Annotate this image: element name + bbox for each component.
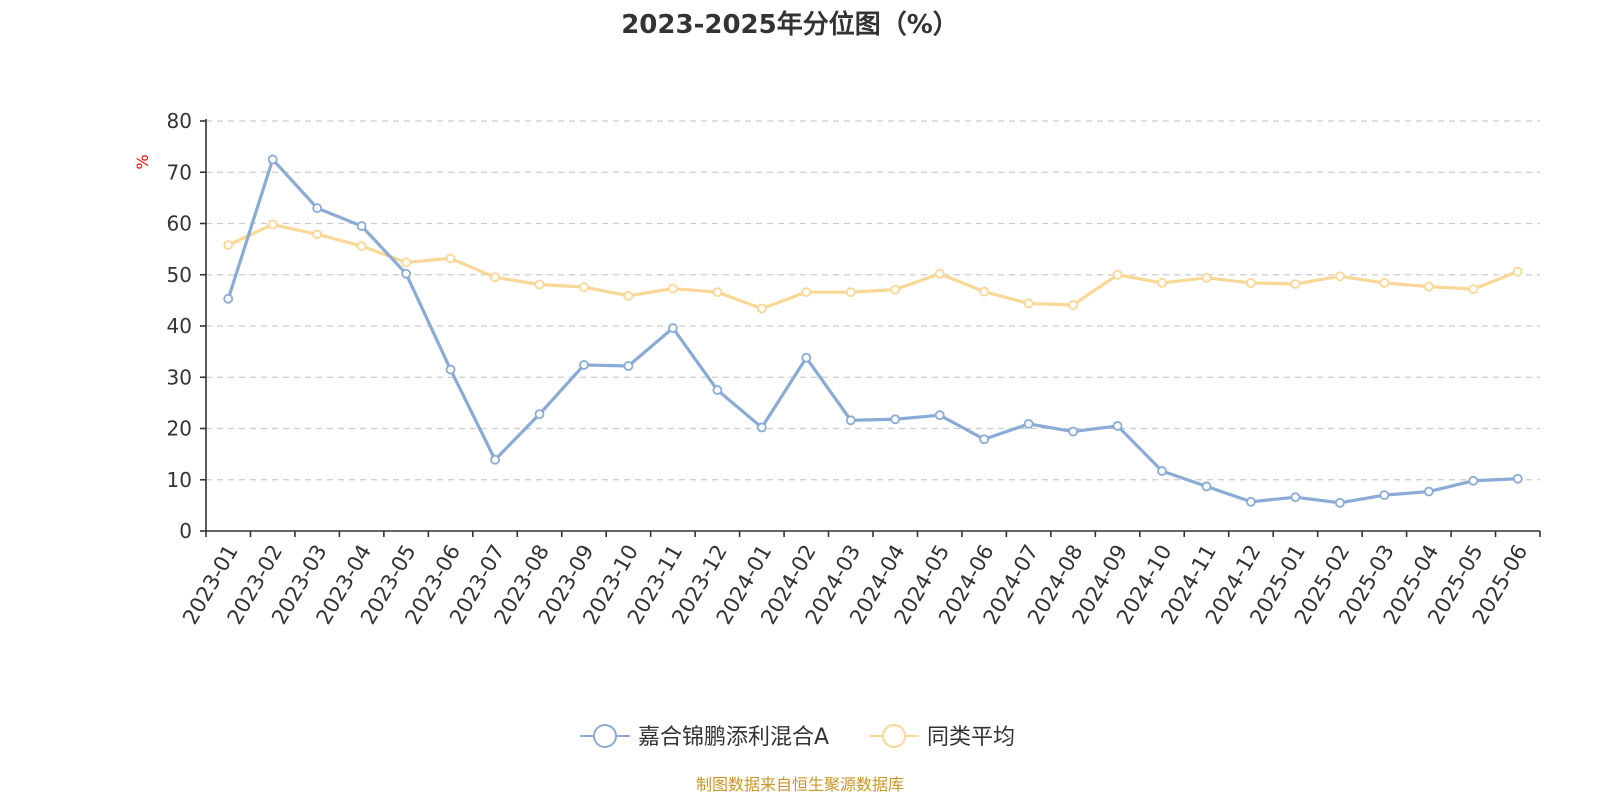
data-point [1468,284,1479,295]
data-point [1335,271,1345,282]
x-tick-labels: 2023-012023-022023-032023-042023-052023-… [178,540,1532,628]
data-point [1201,481,1212,492]
legend[interactable]: 嘉合锦鹏添利混合A 同类平均 [580,724,1015,750]
data-point [1468,475,1479,486]
data-point [979,434,990,445]
data-point [1068,300,1078,310]
legend-label: 同类平均 [927,725,1015,750]
series-lines [223,154,1523,508]
data-source-note: 制图数据来自恒生聚源数据库 [696,775,904,794]
data-point [1512,473,1523,484]
data-point [356,221,367,231]
data-point [890,284,901,295]
data-point [934,268,945,279]
axes [200,119,1541,537]
data-point [934,410,945,421]
data-point [845,415,856,426]
data-point [534,279,545,290]
data-point [979,286,990,297]
data-point [801,352,812,363]
y-tick-label: 50 [167,263,192,287]
data-point [1201,272,1212,283]
data-point [401,257,412,268]
data-point [1512,266,1523,277]
data-point [1246,278,1256,288]
data-point [312,203,323,214]
y-axis-unit: % [133,154,152,169]
y-tick-label: 10 [167,468,192,492]
data-point [1290,279,1301,289]
data-point [712,287,723,298]
data-point [1423,486,1434,497]
data-point [1379,490,1390,501]
data-point [490,272,500,283]
y-tick-label: 70 [167,160,192,184]
y-tick-labels: 0 10 20 30 40 50 60 70 80 [167,109,192,543]
data-point [223,293,234,304]
grid-lines [206,120,1540,481]
data-point [579,282,589,292]
data-point [668,283,678,294]
y-tick-label: 80 [167,109,192,133]
legend-label: 嘉合锦鹏添利混合A [638,725,829,750]
y-tick-label: 20 [167,417,192,441]
data-point [756,303,767,314]
data-point [267,219,278,230]
series-line-1 [227,222,1519,311]
data-point [801,287,812,298]
legend-marker [593,724,617,748]
legend-item-1[interactable]: 同类平均 [869,724,1015,750]
data-point [1335,497,1345,508]
data-point [1157,466,1167,476]
chart-title: 2023-2025年分位图（%） [621,9,959,40]
y-tick-label: 40 [167,314,192,338]
data-point [1157,278,1167,288]
data-point [1290,492,1301,503]
data-point [1423,281,1434,292]
data-point [1023,418,1034,429]
data-point [1068,426,1078,437]
data-point [668,323,678,333]
y-tick-label: 60 [167,212,192,236]
y-tick-label: 30 [167,365,192,389]
data-point [490,454,500,465]
data-point [401,268,412,279]
data-point [1112,421,1123,431]
data-point [534,409,545,420]
data-point [890,414,901,425]
data-point [579,360,589,370]
data-point [756,422,767,433]
data-point [1023,298,1034,309]
data-point [712,385,723,395]
data-point [223,240,234,250]
data-point [267,154,278,165]
data-point [312,229,323,240]
data-point [445,253,456,264]
data-point [623,290,634,301]
data-point [623,361,634,371]
data-point [1112,269,1123,280]
y-tick-label: 0 [179,519,192,543]
data-point [445,364,456,375]
data-point [1379,278,1390,288]
data-point [356,241,367,251]
data-point [845,287,856,298]
legend-item-0[interactable]: 嘉合锦鹏添利混合A [580,724,829,750]
legend-marker [882,724,906,748]
data-point [1246,496,1256,507]
series-line-0 [226,157,1518,505]
